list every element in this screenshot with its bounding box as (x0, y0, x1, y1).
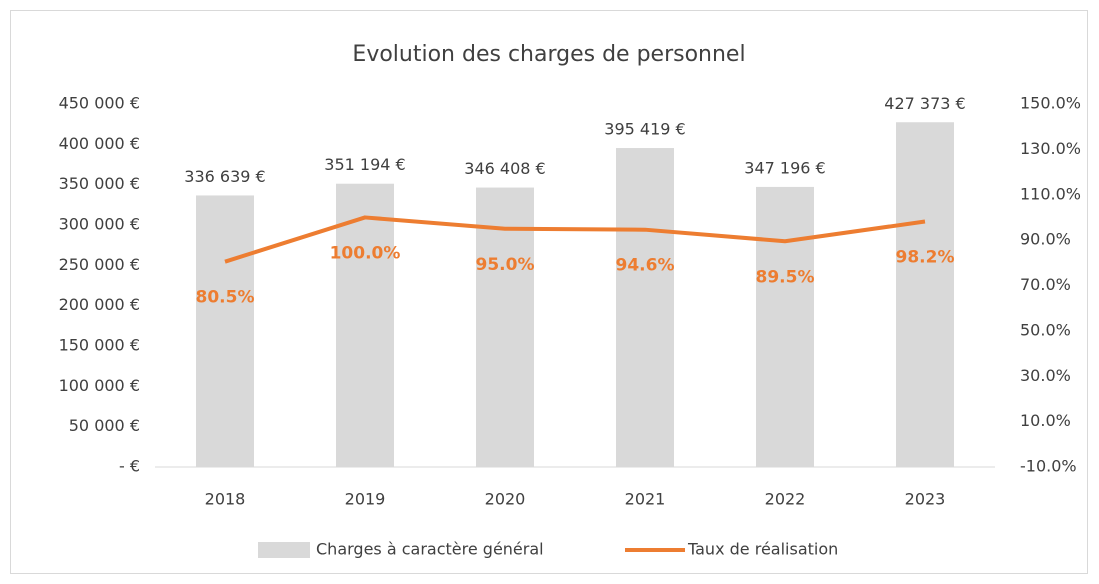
data-label: 100.0% (330, 243, 401, 263)
y2-tick-label: 50.0% (1020, 320, 1071, 339)
chart-title: Evolution des charges de personnel (352, 42, 745, 67)
data-label: 346 408 € (464, 159, 545, 178)
y2-tick-label: 30.0% (1020, 366, 1071, 385)
y-tick-label: - € (119, 457, 140, 476)
y-tick-label: 150 000 € (59, 336, 140, 355)
legend-label: Charges à caractère général (316, 540, 544, 559)
y2-tick-label: 130.0% (1020, 139, 1081, 158)
y-tick-label: 350 000 € (59, 174, 140, 193)
y-tick-label: 200 000 € (59, 295, 140, 314)
data-label: 94.6% (616, 256, 675, 276)
line (224, 215, 926, 264)
x-tick-label: 2022 (765, 490, 806, 509)
y2-tick-label: -10.0% (1020, 457, 1077, 476)
data-label: 89.5% (756, 267, 815, 287)
y2-tick-label: 10.0% (1020, 411, 1071, 430)
data-label: 395 419 € (604, 120, 685, 139)
y-tick-label: 250 000 € (59, 255, 140, 274)
bar (896, 122, 954, 468)
x-tick-label: 2019 (345, 490, 386, 509)
x-tick-label: 2018 (205, 490, 246, 509)
y2-tick-label: 150.0% (1020, 94, 1081, 113)
bar (336, 183, 394, 468)
bar (616, 148, 674, 467)
x-tick-label: 2021 (625, 490, 666, 509)
data-label: 80.5% (196, 288, 255, 308)
data-label: 336 639 € (184, 167, 265, 186)
legend-label: Taux de réalisation (687, 540, 838, 559)
bar (756, 186, 814, 467)
data-label: 95.0% (476, 255, 535, 275)
data-label: 98.2% (896, 248, 955, 268)
data-label: 347 196 € (744, 158, 825, 177)
x-tick-label: 2023 (905, 490, 946, 509)
y-tick-label: 100 000 € (59, 376, 140, 395)
x-tick-label: 2020 (485, 490, 526, 509)
y-tick-label: 300 000 € (59, 215, 140, 234)
y-tick-label: 450 000 € (59, 94, 140, 113)
y-tick-label: 50 000 € (69, 416, 140, 435)
bar (476, 187, 534, 467)
data-label: 427 373 € (884, 94, 965, 113)
legend-swatch (258, 542, 310, 558)
y2-tick-label: 70.0% (1020, 275, 1071, 294)
y2-tick-label: 90.0% (1020, 230, 1071, 249)
data-label: 351 194 € (324, 155, 405, 174)
y2-tick-label: 110.0% (1020, 184, 1081, 203)
bar (196, 195, 254, 468)
y-tick-label: 400 000 € (59, 134, 140, 153)
